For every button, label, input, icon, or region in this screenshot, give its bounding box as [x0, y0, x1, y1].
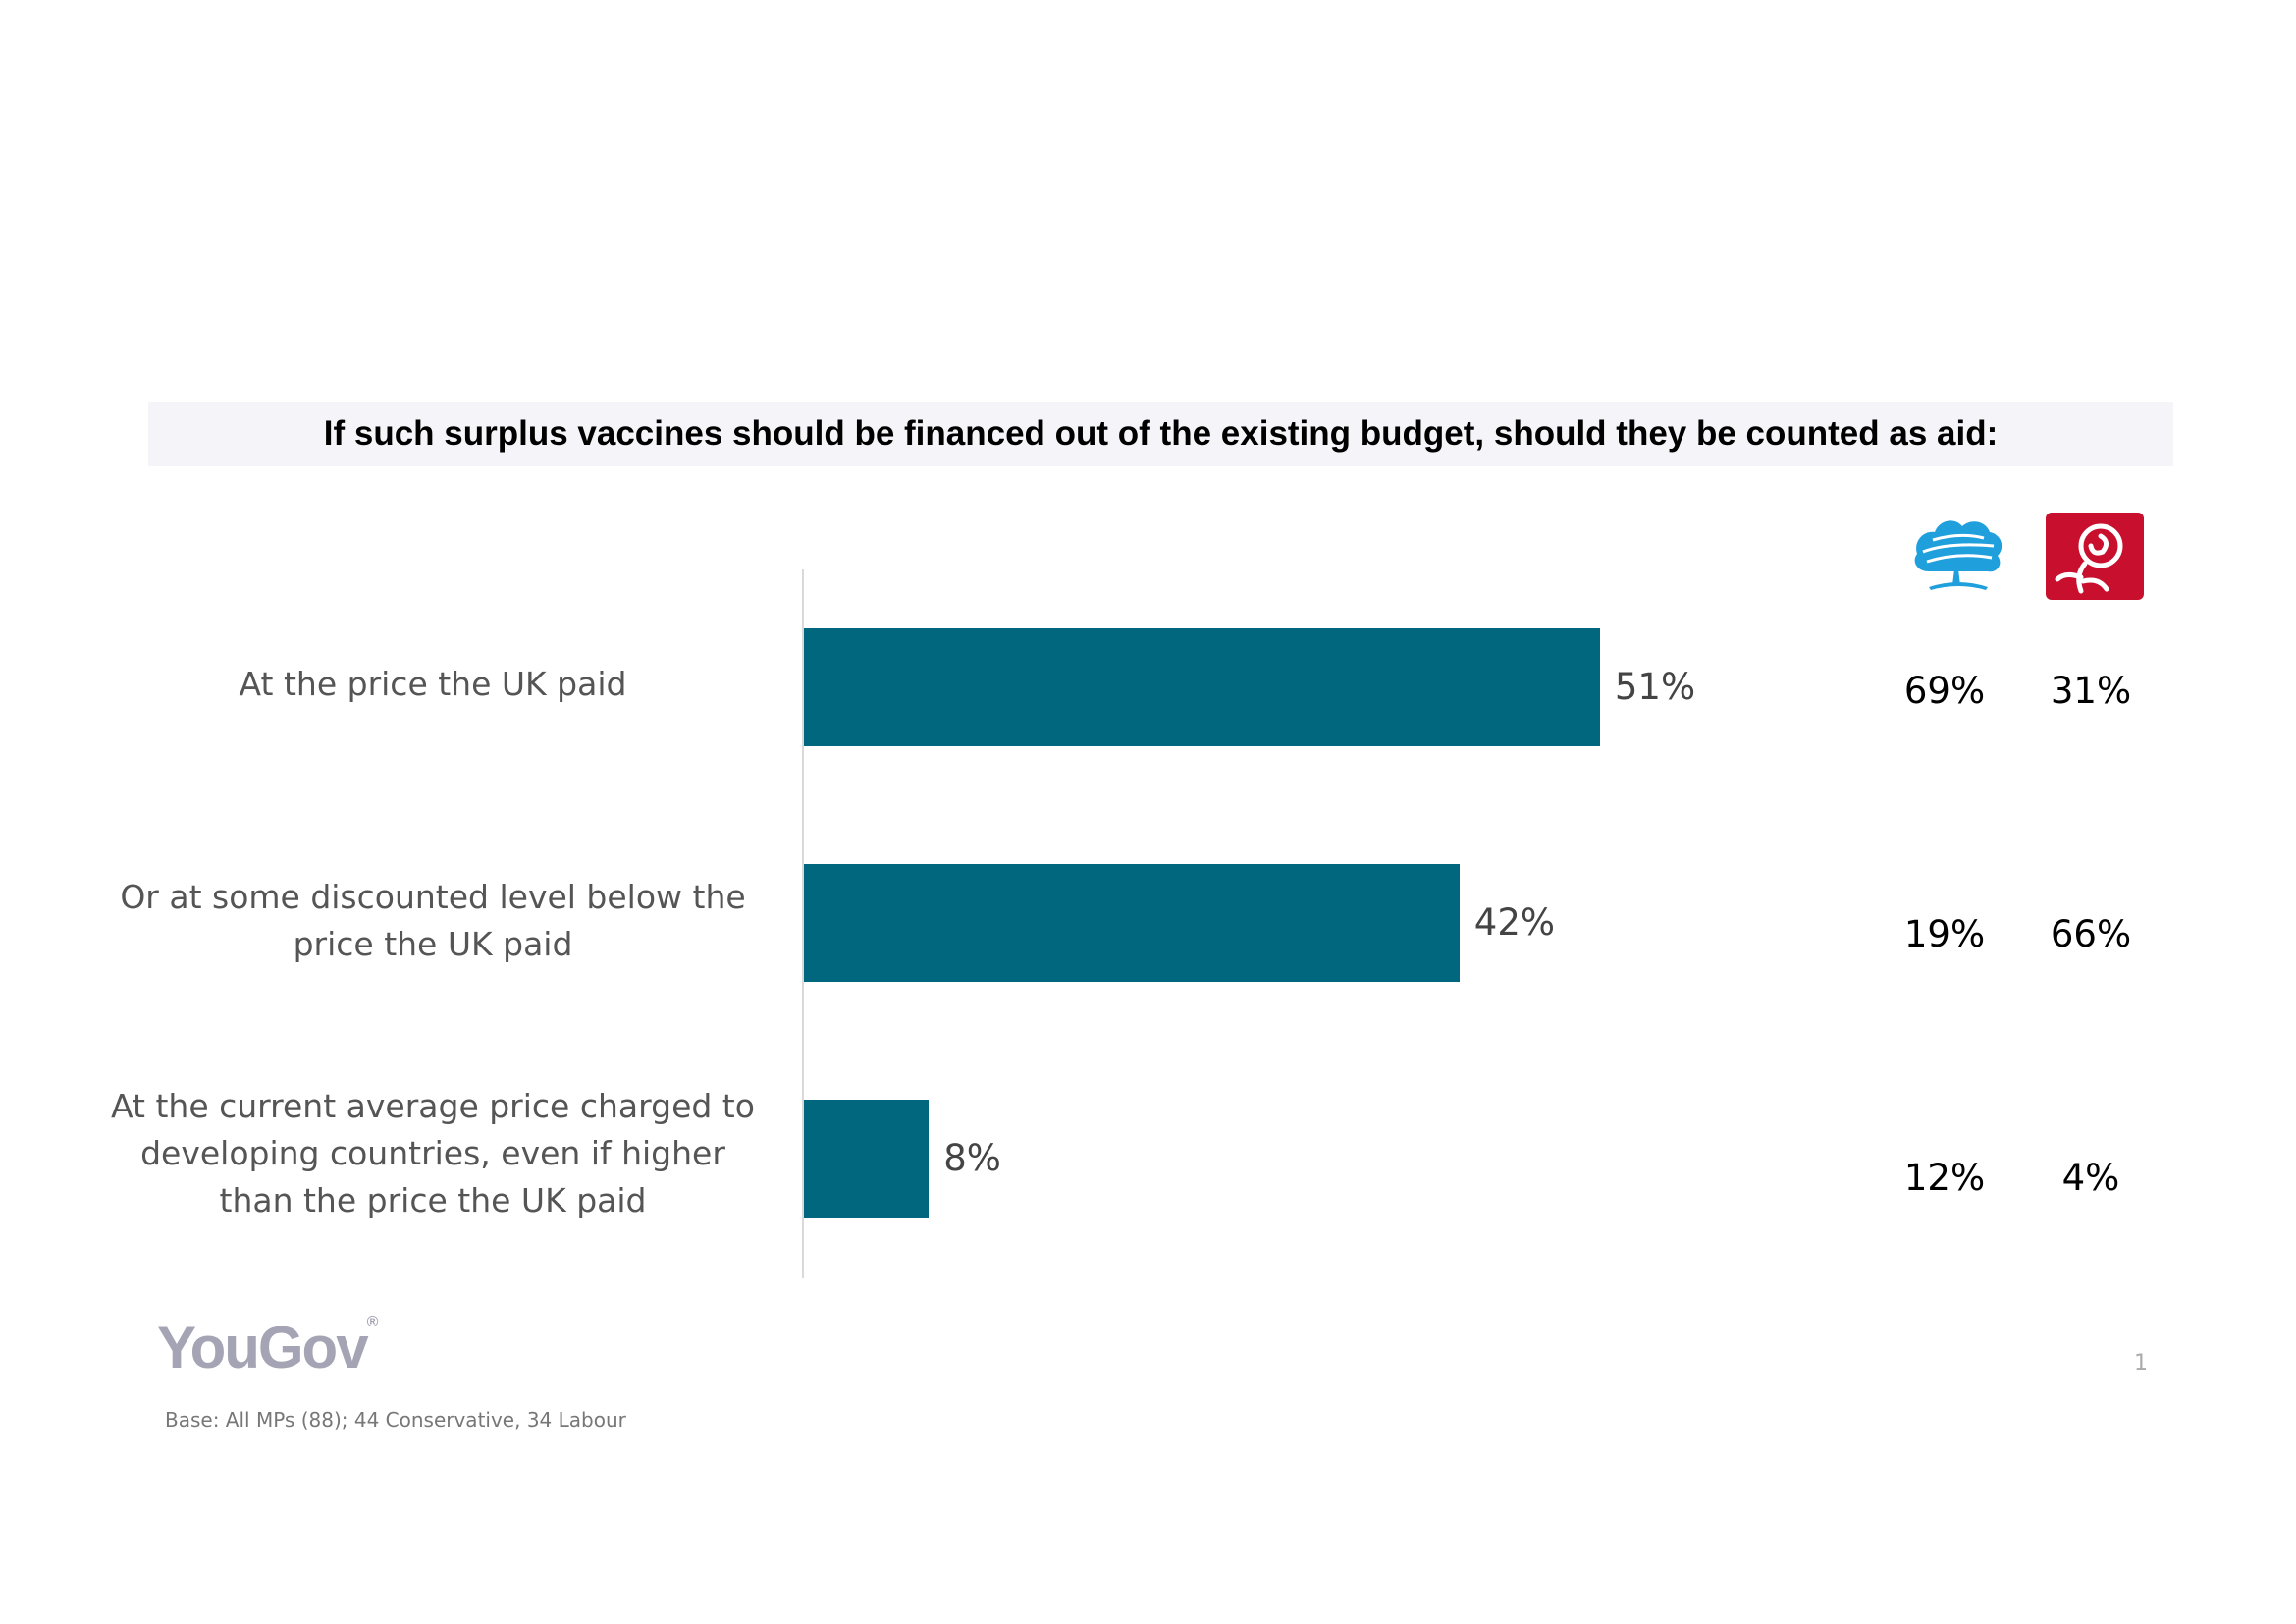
- chart-title: If such surplus vaccines should be finan…: [323, 414, 1999, 453]
- category-axis-line: [802, 569, 804, 1278]
- bar-value-label-3: 8%: [943, 1137, 1001, 1179]
- yougov-logo: YouGov®: [157, 1314, 378, 1381]
- category-label-line: At the price the UK paid: [239, 665, 627, 703]
- category-label-3: At the current average price charged to …: [98, 1083, 768, 1224]
- conservative-value-2: 19%: [1903, 913, 1986, 955]
- labour-value-3: 4%: [2061, 1157, 2120, 1199]
- category-label-1: At the price the UK paid: [98, 661, 768, 708]
- bar-2: [804, 864, 1460, 982]
- conservative-tree-logo: [1914, 520, 2002, 590]
- category-label-line: developing countries, even if higher: [140, 1134, 725, 1172]
- conservative-value-3: 12%: [1903, 1157, 1986, 1199]
- category-label-2: Or at some discounted level below the pr…: [98, 874, 768, 968]
- category-label-line: Or at some discounted level below the: [120, 878, 746, 916]
- bar-3: [804, 1100, 930, 1218]
- bar-1: [804, 628, 1600, 746]
- labour-value-1: 31%: [2050, 670, 2132, 712]
- bar-value-label-1: 51%: [1614, 666, 1696, 708]
- registered-mark: ®: [366, 1314, 379, 1330]
- base-note: Base: All MPs (88); 44 Conservative, 34 …: [165, 1408, 626, 1432]
- brand-text: YouGov: [157, 1315, 369, 1380]
- category-label-line: price the UK paid: [293, 925, 573, 963]
- conservative-value-1: 69%: [1903, 670, 1986, 712]
- category-label-line: At the current average price charged to: [111, 1087, 755, 1125]
- title-band: [148, 402, 2173, 466]
- bar-value-label-2: 42%: [1473, 901, 1556, 944]
- category-label-line: than the price the UK paid: [219, 1181, 647, 1219]
- labour-value-2: 66%: [2050, 913, 2132, 955]
- labour-rose-logo: [2046, 513, 2144, 600]
- page-number: 1: [2134, 1351, 2148, 1376]
